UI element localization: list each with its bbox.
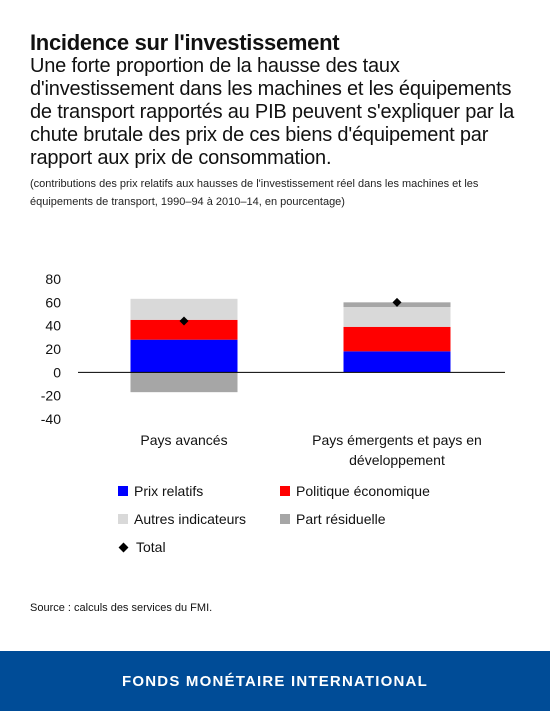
chart-header: Incidence sur l'investissement Une forte… (30, 30, 530, 211)
category-label: développement (349, 452, 445, 468)
bar-segment (343, 326, 451, 352)
category-label: Pays avancés (140, 432, 227, 448)
category-label: Pays émergents et pays en (312, 432, 482, 448)
y-tick-label: 60 (45, 294, 61, 310)
legend-label: Total (136, 539, 166, 555)
source-note: Source : calculs des services du FMI. (30, 602, 213, 614)
legend-swatch-autres-indicateurs (118, 514, 128, 524)
legend-swatch-politique-economique (280, 486, 290, 496)
chart-title: Incidence sur l'investissement (30, 30, 340, 55)
legend-item-total: Total (118, 539, 166, 555)
legend-label: Politique économique (296, 483, 430, 499)
legend-item-autres-indicateurs: Autres indicateurs (118, 511, 246, 527)
bar-chart: 80 60 40 20 0 -20 -40 Pays avancés Pays émergent… (41, 271, 505, 468)
bar-segment (343, 307, 451, 327)
footer-banner: FONDS MONÉTAIRE INTERNATIONAL (0, 651, 550, 711)
legend-swatch-prix-relatifs (118, 486, 128, 496)
legend-item-prix-relatifs: Prix relatifs (118, 483, 203, 499)
footer-label: FONDS MONÉTAIRE INTERNATIONAL (122, 672, 428, 690)
legend-label: Autres indicateurs (134, 511, 247, 527)
bar-segment (130, 298, 238, 320)
legend-marker-total (118, 542, 129, 552)
y-tick-label: -20 (41, 388, 61, 404)
total-marker (392, 297, 402, 307)
y-tick-label: 80 (45, 271, 61, 287)
bar-segment (130, 319, 238, 340)
chart-note: (contributions des prix relatifs aux hau… (30, 178, 479, 208)
total-marker (179, 316, 189, 326)
y-tick-label: 0 (53, 364, 61, 380)
bar-segment (130, 372, 238, 393)
legend-swatch-part-residuelle (280, 514, 290, 524)
legend-label: Part résiduelle (296, 511, 386, 527)
legend-item-part-residuelle: Part résiduelle (280, 511, 386, 527)
y-tick-label: -40 (41, 411, 61, 427)
y-tick-label: 20 (45, 341, 61, 357)
y-tick-label: 40 (45, 318, 61, 334)
legend-label: Prix relatifs (134, 483, 204, 499)
bar-segment (130, 339, 238, 373)
legend-item-politique-economique: Politique économique (280, 483, 430, 499)
bar-segment (343, 351, 451, 373)
chart-subtitle: Une forte proportion de la hausse des ta… (30, 55, 515, 169)
